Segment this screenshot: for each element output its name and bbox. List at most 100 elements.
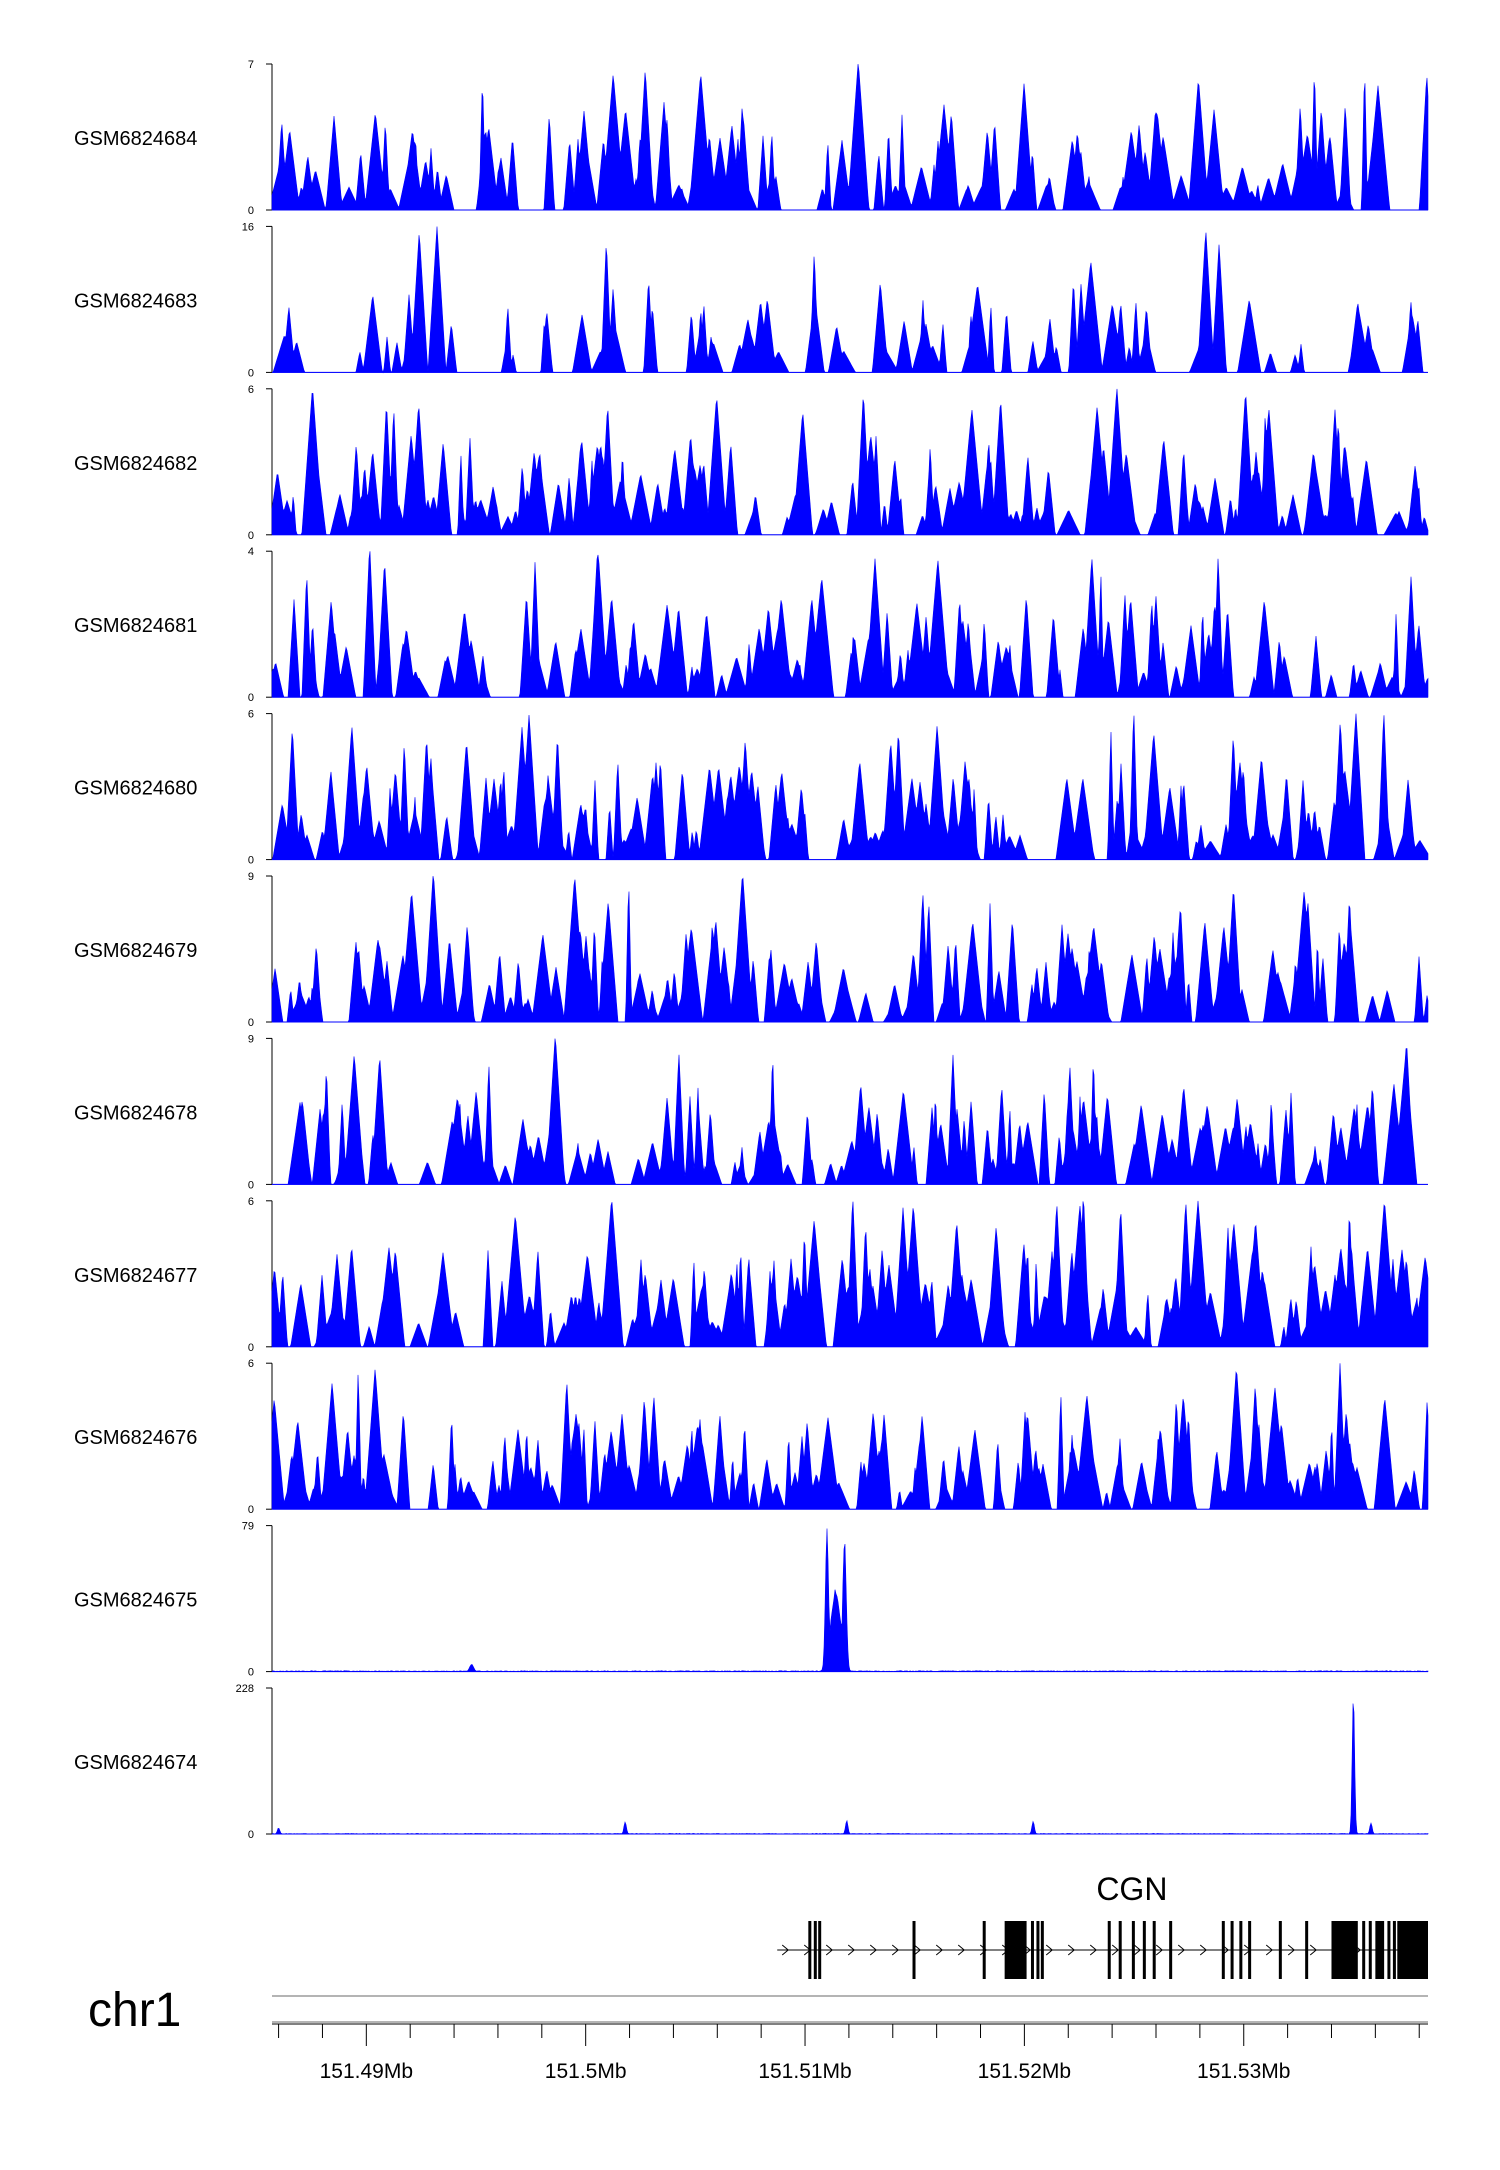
exon [1169,1921,1173,1979]
y-min-label: 0 [248,530,254,542]
y-max-label: 6 [248,1358,254,1370]
exon [1118,1921,1122,1979]
signal-area [271,1200,1429,1348]
y-min-label: 0 [248,855,254,867]
y-min-label: 0 [248,1667,254,1679]
strand-arrow [913,1944,922,1956]
exon [1397,1921,1428,1979]
strand-arrow [1287,1944,1296,1956]
signal-area [271,1703,1429,1835]
gene-annotation-track: CGN [777,1871,1428,1979]
strand-arrow [825,1944,834,1956]
y-max-label: 9 [248,871,254,883]
track-GSM6824680: GSM6824680 6 0 [74,709,1429,867]
track-label: GSM6824674 [74,1752,197,1774]
strand-arrow [1199,1944,1208,1956]
exon [1239,1921,1243,1979]
track-label: GSM6824675 [74,1590,197,1612]
y-min-label: 0 [248,205,254,217]
exon [1387,1921,1391,1979]
y-min-label: 0 [248,1342,254,1354]
strand-arrow [1089,1944,1098,1956]
strand-arrow [1309,1944,1318,1956]
y-max-label: 79 [242,1521,254,1533]
strand-arrow [979,1944,988,1956]
exon [1362,1921,1366,1979]
exon [1036,1921,1040,1979]
strand-arrow [1177,1944,1186,1956]
track-label: GSM6824677 [74,1265,197,1287]
exon [1305,1921,1309,1979]
strand-arrow [957,1944,966,1956]
signal-area [271,1363,1429,1510]
exon [912,1921,916,1979]
axis-tick-label: 151.5Mb [545,2060,627,2083]
signal-area [271,388,1429,536]
gene-label: CGN [1096,1871,1167,1907]
exon [1040,1921,1044,1979]
track-GSM6824677: GSM6824677 6 0 [74,1196,1429,1354]
y-min-label: 0 [248,1829,254,1841]
track-GSM6824678: GSM6824678 9 0 [74,1033,1428,1191]
y-max-label: 16 [242,221,254,233]
strand-arrow [869,1944,878,1956]
axis-tick-label: 151.53Mb [1197,2060,1290,2083]
axis-tick-label: 151.52Mb [978,2060,1071,2083]
signal-area [272,1038,1428,1186]
exon [813,1921,817,1979]
y-min-label: 0 [248,1504,254,1516]
track-label: GSM6824678 [74,1102,197,1124]
exon [1248,1921,1252,1979]
axis-tick-label: 151.49Mb [320,2060,413,2083]
track-GSM6824681: GSM6824681 4 0 [74,546,1429,704]
track-GSM6824674: GSM6824674 228 0 [74,1683,1429,1841]
track-GSM6824684: GSM6824684 7 0 [74,59,1429,217]
track-label: GSM6824676 [74,1427,197,1449]
exon [1331,1921,1358,1979]
track-label: GSM6824681 [74,615,197,637]
y-min-label: 0 [248,1179,254,1191]
strand-arrow [935,1944,944,1956]
exon [1230,1921,1234,1979]
strand-arrow [1265,1944,1274,1956]
track-GSM6824676: GSM6824676 6 0 [74,1358,1429,1516]
strand-arrow [781,1944,790,1956]
exon [1107,1921,1111,1979]
track-label: GSM6824679 [74,940,197,962]
signal-area [271,713,1429,860]
axis-tick-label: 151.51Mb [758,2060,851,2083]
strand-arrow [891,1944,900,1956]
signal-area [271,551,1429,699]
exon [1030,1921,1034,1979]
exon [982,1921,986,1979]
genomic-axis: 151.49Mb 151.5Mb 151.51Mb 151.52Mb 151.53Mb [272,2023,1428,2083]
strand-arrow [1133,1944,1142,1956]
y-max-label: 228 [236,1683,254,1695]
track-GSM6824675: GSM6824675 79 0 [74,1521,1429,1679]
exon [1392,1921,1396,1979]
strand-arrow [1155,1944,1164,1956]
strand-arrow [1067,1944,1076,1956]
chromosome-label: chr1 [88,1984,181,2037]
y-max-label: 6 [248,384,254,396]
track-GSM6824682: GSM6824682 6 0 [74,384,1429,542]
track-label: GSM6824684 [74,128,197,150]
exon [1152,1921,1156,1979]
exon [1131,1921,1135,1979]
y-max-label: 6 [248,709,254,721]
track-label: GSM6824682 [74,453,197,475]
y-max-label: 7 [248,59,254,71]
exon [1368,1921,1372,1979]
exon [1221,1921,1225,1979]
strand-arrow [847,1944,856,1956]
exon [818,1921,822,1979]
exon [1004,1921,1027,1979]
signal-area [272,226,1428,374]
strand-arrow [1045,1944,1054,1956]
signal-tracks: GSM682468470GSM6824683160GSM682468260GSM… [74,59,1429,1841]
y-max-label: 6 [248,1196,254,1208]
track-GSM6824683: GSM6824683 16 0 [74,221,1428,379]
exon [1375,1921,1385,1979]
signal-area [271,64,1429,211]
